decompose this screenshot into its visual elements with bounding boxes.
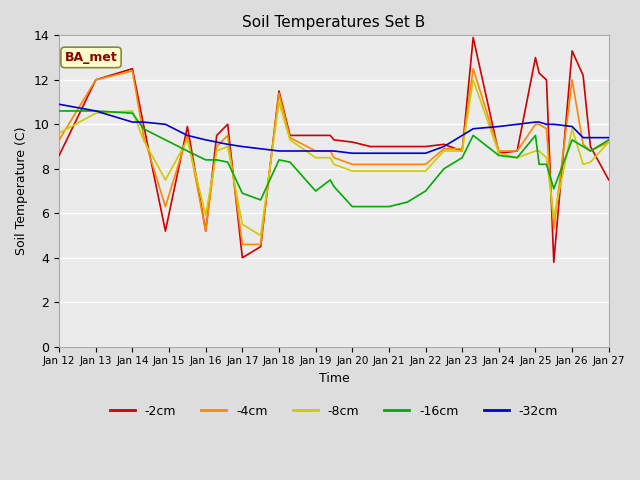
Legend: -2cm, -4cm, -8cm, -16cm, -32cm: -2cm, -4cm, -8cm, -16cm, -32cm	[105, 400, 563, 423]
Y-axis label: Soil Temperature (C): Soil Temperature (C)	[15, 127, 28, 255]
X-axis label: Time: Time	[319, 372, 349, 385]
Title: Soil Temperatures Set B: Soil Temperatures Set B	[243, 15, 426, 30]
Text: BA_met: BA_met	[65, 51, 117, 64]
